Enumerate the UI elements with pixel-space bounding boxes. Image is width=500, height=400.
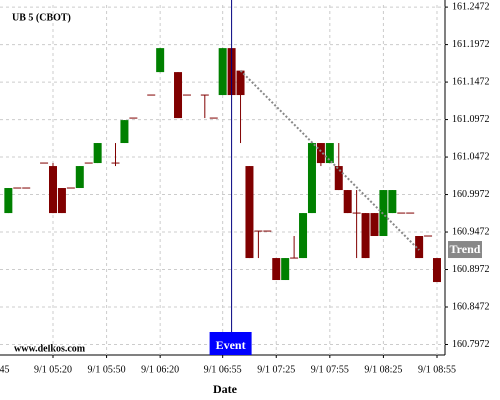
candle-body <box>40 162 49 164</box>
watermark: www.delkos.com <box>14 343 86 354</box>
plot-area <box>0 5 445 355</box>
x-tick-label: 9/1 07:55 <box>311 364 349 375</box>
y-tick-label: 160.8972 <box>452 264 490 275</box>
y-tick-label: 161.0472 <box>452 151 490 162</box>
x-tick-label: 9/1 04:45 <box>0 364 10 375</box>
candle-body <box>299 213 308 259</box>
x-tick-label: 9/1 08:25 <box>364 364 402 375</box>
chart-title: UB 5 (CBOT) <box>12 12 71 23</box>
trend-label-box <box>448 241 482 259</box>
candle-body <box>263 230 272 232</box>
candle-body <box>432 258 441 283</box>
candle-body <box>397 212 406 214</box>
candle-body <box>352 212 361 214</box>
trend-label: Trend <box>450 242 481 256</box>
candle-body <box>245 166 254 259</box>
candle-body <box>334 166 343 191</box>
event-label-box <box>209 332 252 355</box>
candle-body <box>156 48 165 73</box>
y-tick-label: 161.1472 <box>452 76 490 87</box>
candle-body <box>370 213 379 237</box>
event-label: Event <box>216 338 246 352</box>
candle-body <box>316 143 325 164</box>
y-tick-label: 160.9972 <box>452 189 490 200</box>
x-tick-label: 9/1 06:55 <box>204 364 242 375</box>
x-tick-label: 9/1 08:55 <box>418 364 456 375</box>
x-tick-label: 9/1 06:20 <box>141 364 179 375</box>
candle-body <box>307 143 316 214</box>
candle-body <box>111 162 120 164</box>
candle-body <box>120 120 129 144</box>
candle-body <box>272 258 281 281</box>
y-tick-label: 161.2472 <box>452 1 490 12</box>
candle-body <box>236 70 245 96</box>
y-tick-label: 161.1972 <box>452 39 490 50</box>
candle-body <box>66 187 75 189</box>
candle-body <box>406 212 415 214</box>
candle-body <box>290 257 299 259</box>
candle-body <box>325 143 334 164</box>
x-tick-label: 9/1 05:50 <box>88 364 126 375</box>
candle-body <box>424 235 433 237</box>
candle-body <box>182 94 191 96</box>
x-tick-label: 9/1 05:20 <box>34 364 72 375</box>
candle-body <box>49 166 57 214</box>
candle-body <box>4 188 13 214</box>
y-tick-label: 160.8472 <box>452 301 490 312</box>
candle-body <box>57 188 66 214</box>
candle-body <box>84 162 93 164</box>
candle-body <box>218 48 227 96</box>
candle-body <box>388 190 397 214</box>
y-tick-label: 160.7972 <box>452 339 490 350</box>
candle-body <box>174 72 183 119</box>
candle-body <box>361 213 370 259</box>
candle-body <box>75 166 84 189</box>
candle-body <box>129 117 138 119</box>
y-tick-label: 161.0972 <box>452 114 490 125</box>
candle-body <box>281 258 290 281</box>
x-axis-label: Date <box>213 382 238 396</box>
candle-body <box>93 143 102 164</box>
candle-body <box>13 187 22 189</box>
candle-body <box>209 117 218 119</box>
candle-body <box>415 236 424 259</box>
candle-body <box>254 230 263 232</box>
candle-body <box>147 94 156 96</box>
candle-body <box>343 190 352 214</box>
candle-body <box>22 187 31 189</box>
y-tick-label: 160.9472 <box>452 226 490 237</box>
x-tick-label: 9/1 07:25 <box>257 364 295 375</box>
candle-body <box>200 94 209 96</box>
